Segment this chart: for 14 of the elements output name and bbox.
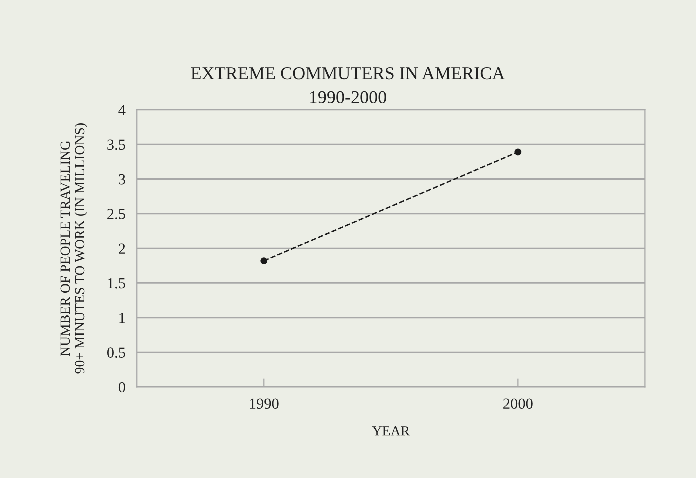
y-tick-label: 2.5 <box>108 209 126 220</box>
y-axis-title: NUMBER OF PEOPLE TRAVELING 90+ MINUTES TO WORK (IN MILLIONS) <box>60 124 88 374</box>
x-axis-title: YEAR <box>372 426 410 436</box>
y-tick-label: 4 <box>118 105 126 116</box>
y-tick-label: 3.5 <box>108 140 126 150</box>
x-tick-label: 1990 <box>250 398 279 410</box>
y-tick-label: 1 <box>120 313 126 324</box>
y-tick-label: 0 <box>118 382 126 393</box>
y-tick-label: 2 <box>119 244 126 254</box>
y-tick-label: 0.5 <box>107 348 126 358</box>
x-tick-label: 2000 <box>504 398 533 410</box>
y-tick-label: 3 <box>119 174 126 185</box>
chart-title: EXTREME COMMUTERS IN AMERICA 1990-2000 <box>191 67 506 104</box>
y-tick-label: 1.5 <box>108 278 126 289</box>
